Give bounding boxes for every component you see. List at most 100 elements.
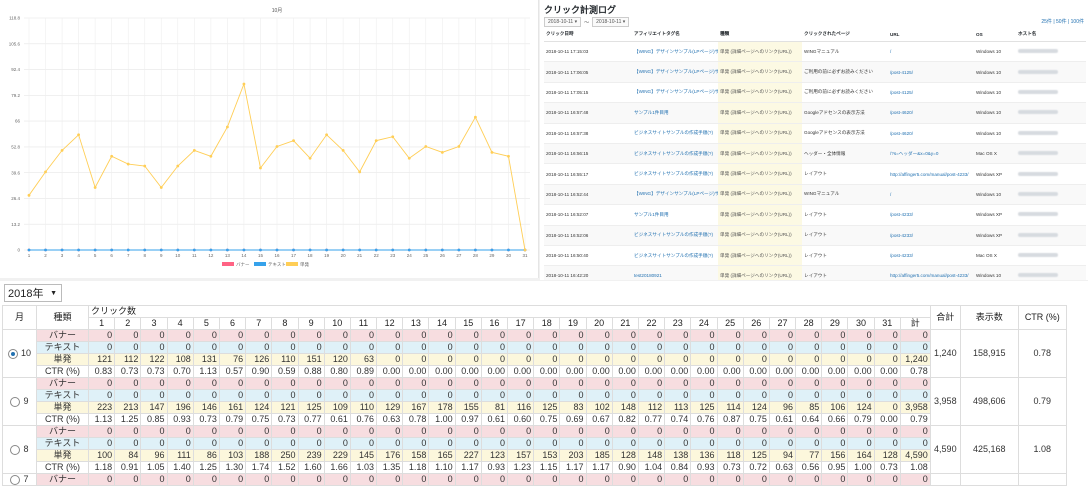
log-cell-url[interactable]: /?s=ヘッダー&x=0&y=0	[888, 143, 974, 165]
log-cell-tag[interactable]: ビジネスサイトサンプルの作成手順(?)	[632, 245, 718, 267]
log-cell-tag[interactable]: ビジネスサイトサンプルの作成手順(?)	[632, 123, 718, 144]
log-cell-tag[interactable]: 【WING】デザインサンプル(LPページ)サイト	[632, 184, 718, 206]
stat-value: 0	[454, 437, 482, 450]
log-cell-url[interactable]: /post-4125/	[888, 61, 974, 83]
stat-value: 1.35	[376, 461, 404, 474]
stat-value: 0	[716, 353, 744, 366]
stat-value: 0	[506, 353, 535, 366]
legend-swatch	[254, 262, 266, 266]
data-point	[341, 149, 345, 152]
month-radio[interactable]	[10, 396, 21, 407]
day-header: 3	[140, 317, 168, 330]
stat-value: 0	[585, 353, 613, 366]
stats-row: 9 バナー 0 0 0 0 0 0 0 0 0 0 0 0 0 0 0 0 0 0 0 0 0 0 0 0 0 0 0 0 0 0 0 0 3,95…	[2, 377, 1067, 426]
stat-value: 0	[873, 425, 901, 438]
data-point	[374, 248, 378, 252]
log-cell-url[interactable]: /post-4620/	[888, 123, 974, 144]
stat-value: 0	[218, 437, 247, 450]
legend-label: テキスト	[268, 262, 286, 268]
log-cell-tag[interactable]: サンプル1件目用	[632, 102, 718, 124]
log-cell-os: Mac OS X	[974, 245, 1016, 267]
stat-value: 0	[637, 329, 666, 342]
x-tick-label: 27	[456, 253, 462, 258]
stat-value: 0	[821, 353, 849, 366]
stat-value: 0	[742, 389, 770, 402]
stat-value: 146	[192, 401, 220, 414]
stat-value: 0	[611, 377, 639, 390]
day-header: 7	[245, 317, 273, 330]
stat-value: 96	[768, 401, 797, 414]
stat-value: 0	[271, 473, 299, 486]
log-cell-tag[interactable]: test20180921	[632, 265, 718, 280]
stat-value: 0	[690, 389, 718, 402]
log-cell-url[interactable]: http://affinger5.com/manual/post-4233/	[888, 163, 974, 185]
log-cell-url[interactable]: /	[888, 184, 974, 206]
log-cell-url[interactable]: /	[888, 41, 974, 63]
day-header: 6	[218, 317, 247, 330]
stat-value: 0	[847, 341, 875, 354]
month-radio[interactable]	[10, 474, 21, 485]
data-point	[490, 248, 494, 252]
log-cell-date: 2018-10-11 16:52:44	[544, 184, 632, 206]
log-cell-type: 単発 (詳細ページへのリンク(URL))	[718, 82, 802, 104]
stat-value: 0	[349, 425, 378, 438]
stat-value: 0	[611, 329, 639, 342]
log-cell-tag[interactable]: サンプル1件目用	[632, 204, 718, 226]
log-cell-page: ご利用の前に必ずお読みください	[802, 61, 888, 83]
stat-value: 0.61	[480, 413, 509, 426]
date-to-select[interactable]: 2018-10-11 ▾	[592, 17, 630, 27]
year-select[interactable]: 2018年 ▼	[4, 284, 62, 302]
stat-value: 0	[480, 389, 509, 402]
stat-value: 156	[821, 449, 849, 462]
log-cell-type: 単発 (詳細ページへのリンク(URL))	[718, 163, 802, 185]
log-cell-tag[interactable]: ビジネスサイトサンプルの作成手順(?)	[632, 163, 718, 185]
month-radio[interactable]	[7, 348, 18, 359]
stat-value: 138	[664, 449, 692, 462]
per-page-links[interactable]: 25件 | 50件 | 100件	[1041, 19, 1084, 25]
stat-value: 0.00	[428, 365, 456, 378]
log-cell-tag[interactable]: 【WING】デザインサンプル(LPページ)サイト	[632, 61, 718, 83]
stat-value: 0	[428, 425, 456, 438]
log-cell-page: レイアウト	[802, 225, 888, 246]
stat-value: 0	[873, 353, 901, 366]
monthly-stats-table: 月種類 クリック数 合計 表示数 CTR (%) 1 2 3 4 5 6 7 8 9 10 11 12 13 14 1…	[2, 305, 1067, 486]
stat-value: 121	[271, 401, 299, 414]
log-cell-url[interactable]: /post-4233/	[888, 225, 974, 246]
stat-value: 0	[716, 389, 744, 402]
log-cell-url[interactable]: /post-4620/	[888, 102, 974, 124]
log-cell-os: Windows 10	[974, 265, 1016, 280]
stat-value: 0	[873, 329, 901, 342]
log-cell-tag[interactable]: ビジネスサイトサンプルの作成手順(?)	[632, 225, 718, 246]
log-cell-url[interactable]: /post-4233/	[888, 204, 974, 226]
stat-value: 0.90	[611, 461, 639, 474]
log-cell-tag[interactable]: ビジネスサイトサンプルの作成手順(?)	[632, 143, 718, 165]
stat-value: 1.05	[140, 461, 168, 474]
stat-value: 0	[428, 437, 456, 450]
stat-value: 0	[87, 341, 116, 354]
date-from-select[interactable]: 2018-10-11 ▾	[544, 17, 582, 27]
log-cell-url[interactable]: http://affinger5.com/manual/post-4233/	[888, 265, 974, 280]
stat-value: 0	[428, 473, 456, 486]
stat-value: 0	[245, 341, 273, 354]
month-radio[interactable]	[10, 444, 21, 455]
log-cell-url[interactable]: /post-4233/	[888, 245, 974, 267]
log-cell-page: ご利用の前に必ずお読みください	[802, 82, 888, 104]
data-point	[341, 248, 345, 252]
data-point	[242, 248, 246, 252]
log-cell-tag[interactable]: 【WING】デザインサンプル(LPページ)サイト	[632, 41, 718, 63]
stat-value: 0	[376, 473, 404, 486]
stat-value: 0	[690, 341, 718, 354]
log-cell-os: Windows 10	[974, 184, 1016, 206]
data-point	[507, 154, 510, 158]
log-cell-tag[interactable]: 【WING】デザインサンプル(LPページ)サイト	[632, 82, 718, 104]
log-cell-type: 単発 (詳細ページへのリンク(URL))	[718, 184, 802, 206]
stat-value: 0	[742, 425, 770, 438]
stat-value: 0	[87, 437, 116, 450]
stat-value: 0	[218, 377, 247, 390]
log-cell-url[interactable]: /post-4125/	[888, 82, 974, 104]
data-point	[143, 164, 147, 168]
day-header: 18	[533, 317, 561, 330]
stat-value: 0	[664, 389, 692, 402]
stat-value: 0	[559, 425, 587, 438]
data-point	[275, 145, 279, 148]
